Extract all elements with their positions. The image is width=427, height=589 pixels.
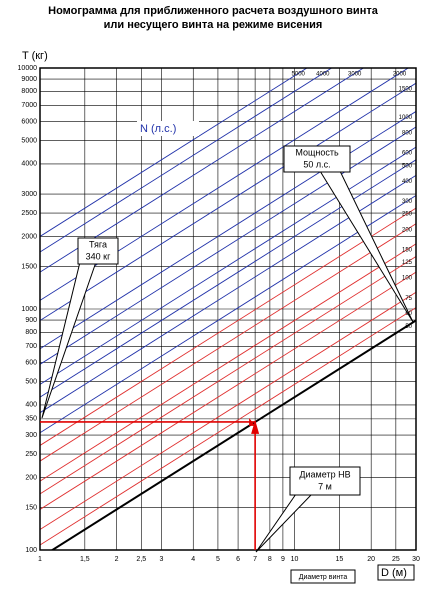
line-label: 3000	[348, 72, 362, 78]
line-label: 800	[402, 131, 413, 137]
callout-arrow	[255, 493, 314, 553]
power-line	[40, 68, 410, 301]
power-line	[40, 256, 416, 495]
annotation: Мощность	[295, 147, 339, 157]
y-tick-label: 100	[25, 547, 37, 554]
y-tick-label: 800	[25, 329, 37, 336]
callout-box	[289, 466, 361, 496]
power-line	[40, 243, 416, 482]
label-bg	[137, 121, 199, 136]
y-tick-label: 3000	[21, 191, 37, 198]
y-tick-label: 2000	[21, 233, 37, 240]
power-line	[40, 82, 416, 321]
y-tick-label: 400	[25, 402, 37, 409]
callout-box	[77, 237, 119, 265]
x-tick-label: 6	[236, 556, 240, 563]
y-tick-label: 4000	[21, 161, 37, 168]
x-tick-label: 2	[115, 556, 119, 563]
power-line	[40, 126, 416, 365]
y-tick-label: 150	[25, 504, 37, 511]
y-tick-label: 6000	[21, 118, 37, 125]
power-line	[40, 146, 416, 385]
y-tick-label: 8000	[21, 88, 37, 95]
power-line	[40, 195, 416, 434]
x-tick-label: 5	[216, 556, 220, 563]
line-label: 150	[402, 247, 413, 253]
y-tick-label: 1500	[21, 263, 37, 270]
line-label: 400	[402, 179, 413, 185]
x-caption: Диаметр винта	[299, 574, 348, 581]
power-label: N (л.с.)	[140, 123, 176, 135]
y-tick-label: 350	[25, 416, 37, 423]
callout-arrow	[319, 170, 414, 323]
x-tick-label: 9	[281, 556, 285, 563]
y-tick-label: 700	[25, 343, 37, 350]
line-label: 1000	[399, 115, 413, 121]
power-line	[40, 271, 416, 510]
y-tick-label: 600	[25, 359, 37, 366]
x-tick-label: 3	[159, 556, 163, 563]
line-label: 1500	[399, 87, 413, 93]
line-label: 5000	[292, 72, 306, 78]
y-tick-label: 9000	[21, 76, 37, 83]
reading-point	[249, 417, 260, 434]
line-label: 4000	[316, 72, 330, 78]
chart-title: или несущего винта на режиме висения	[104, 19, 323, 31]
power-line	[40, 207, 416, 446]
x-tick-label: 7	[253, 556, 257, 563]
line-label: 50	[405, 324, 412, 330]
x-tick-label: 8	[268, 556, 272, 563]
line-label: 200	[402, 227, 413, 233]
line-label: 600	[402, 151, 413, 157]
power-line	[40, 68, 333, 253]
annotation: 340 кг	[86, 251, 111, 261]
power-line	[40, 111, 416, 350]
x-tick-label: 30	[412, 556, 420, 563]
y-tick-label: 2500	[21, 210, 37, 217]
x-tick-label: 10	[291, 556, 299, 563]
x-tick-label: 2,5	[136, 556, 146, 563]
caption-box	[290, 569, 356, 584]
y-tick-label: 10000	[18, 65, 38, 72]
annotation: Тяга	[89, 239, 107, 249]
annotation: Диаметр НВ	[299, 469, 350, 479]
line-label: 250	[402, 212, 413, 218]
annotation: 50 л.с.	[303, 159, 330, 169]
x-tick-label: 1	[38, 556, 42, 563]
y-tick-label: 500	[25, 378, 37, 385]
line-label: 2000	[393, 72, 407, 78]
x-tick-label: 25	[392, 556, 400, 563]
x-tick-label: 4	[191, 556, 195, 563]
y-tick-label: 5000	[21, 137, 37, 144]
power-line	[50, 319, 416, 550]
x-tick-label: 20	[367, 556, 375, 563]
y-tick-label: 1000	[21, 306, 37, 313]
y-axis-label: T (кг)	[22, 50, 48, 62]
line-label: 300	[402, 199, 413, 205]
power-line	[40, 68, 365, 273]
plot-frame	[39, 67, 417, 551]
annotation: 7 м	[318, 481, 332, 491]
x-tick-label: 15	[335, 556, 343, 563]
power-line	[40, 291, 416, 530]
line-label: 75	[405, 296, 412, 302]
chart-title: Номограмма для приближенного расчета воз…	[48, 5, 379, 17]
y-tick-label: 250	[25, 451, 37, 458]
y-tick-label: 7000	[21, 102, 37, 109]
x-tick-label: 1,5	[80, 556, 90, 563]
line-label: 125	[402, 260, 413, 266]
x-label-box	[377, 564, 415, 581]
power-line	[40, 307, 416, 546]
x-axis-label: D (м)	[381, 567, 407, 579]
power-line	[40, 68, 308, 237]
y-tick-label: 200	[25, 474, 37, 481]
line-label: 500	[402, 163, 413, 169]
y-tick-label: 900	[25, 317, 37, 324]
line-label: 100	[402, 276, 413, 282]
power-line	[40, 159, 416, 398]
callout-box	[283, 145, 351, 173]
y-tick-label: 300	[25, 432, 37, 439]
overlay: 5060751001251502002503004005006008001000…	[40, 72, 413, 550]
